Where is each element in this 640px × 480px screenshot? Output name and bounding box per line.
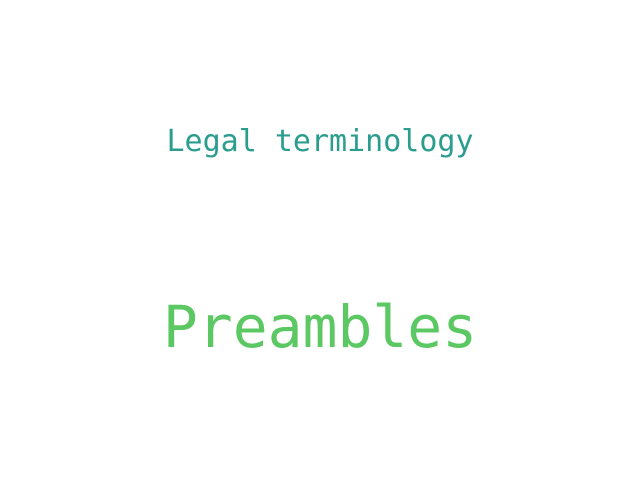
word-preambles: Preambles: [162, 293, 478, 361]
word-legal-terminology: Legal terminology: [166, 124, 474, 159]
